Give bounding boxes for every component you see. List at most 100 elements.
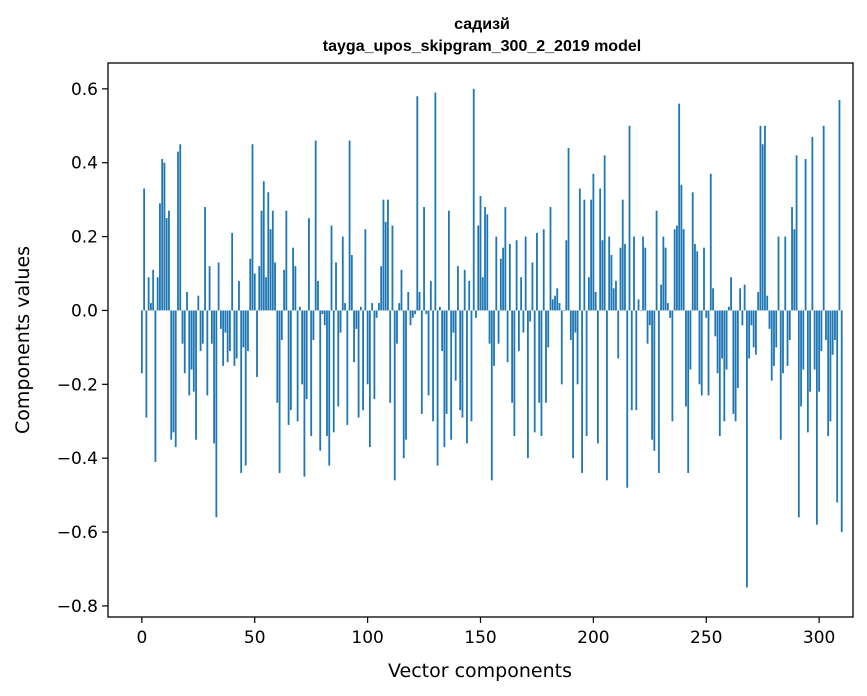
y-tick-label: 0.4 — [71, 154, 98, 174]
bar-249 — [703, 247, 705, 311]
bar-58 — [271, 210, 274, 311]
bar-302 — [822, 125, 825, 311]
bar-198 — [587, 277, 590, 311]
y-axis: −0.8 −0.6 −0.4 −0.2 0.0 0.2 0.4 0.6 — [57, 80, 108, 617]
bars-group — [140, 88, 843, 588]
bar-216 — [628, 125, 631, 311]
bar-305 — [829, 310, 832, 422]
bar-263 — [734, 310, 737, 422]
bar-45 — [242, 310, 245, 348]
bar-230 — [660, 284, 663, 311]
bar-144 — [466, 310, 468, 444]
bar-68 — [294, 266, 297, 311]
bar-271 — [752, 310, 755, 348]
bar-179 — [545, 310, 547, 403]
bar-241 — [685, 310, 687, 407]
y-tick-label: −0.6 — [57, 523, 98, 543]
bar-73 — [305, 310, 308, 400]
bar-29 — [206, 310, 209, 396]
bar-22 — [190, 310, 193, 370]
bar-6 — [154, 310, 157, 462]
bar-96 — [357, 310, 360, 418]
bar-201 — [594, 291, 597, 311]
bar-49 — [251, 144, 254, 311]
x-tick-label: 0 — [136, 628, 147, 648]
x-tick-label: 100 — [351, 628, 383, 648]
bar-175 — [536, 232, 538, 311]
bar-294 — [804, 159, 807, 311]
chart-subtitle: tayga_upos_skipgram_300_2_2019 model — [323, 38, 641, 55]
bar-223 — [644, 247, 647, 311]
bar-298 — [813, 310, 816, 370]
bar-80 — [321, 310, 324, 315]
bar-69 — [296, 310, 299, 422]
bar-191 — [572, 310, 574, 459]
bar-16 — [177, 151, 179, 311]
bar-109 — [387, 199, 389, 311]
bar-99 — [364, 229, 367, 311]
bar-77 — [314, 140, 317, 311]
bar-127 — [427, 310, 430, 396]
bar-253 — [712, 288, 714, 311]
bar-88 — [339, 310, 342, 333]
y-tick-label: 0.0 — [71, 301, 98, 321]
bar-43 — [238, 280, 240, 311]
bar-32 — [213, 310, 216, 444]
bar-93 — [350, 255, 353, 311]
bar-300 — [818, 310, 821, 392]
bar-280 — [773, 310, 775, 366]
bar-282 — [777, 236, 780, 311]
bar-211 — [617, 310, 620, 359]
x-tick-label: 250 — [690, 628, 722, 648]
bar-23 — [192, 310, 195, 392]
bar-51 — [256, 310, 258, 377]
bar-188 — [565, 240, 568, 311]
bar-186 — [560, 310, 563, 385]
bar-239 — [680, 184, 683, 311]
bar-14 — [172, 310, 175, 433]
bar-163 — [508, 243, 511, 311]
bar-174 — [533, 310, 536, 433]
bar-203 — [599, 188, 602, 311]
bar-219 — [635, 310, 638, 411]
bar-289 — [793, 229, 796, 311]
bar-82 — [326, 310, 328, 437]
bar-162 — [506, 310, 509, 363]
bar-221 — [639, 310, 642, 312]
bar-31 — [210, 310, 213, 344]
bar-132 — [438, 306, 441, 311]
bar-8 — [159, 203, 161, 311]
x-axis: 0 50 100 150 200 250 300 — [136, 617, 835, 648]
bar-63 — [283, 269, 285, 311]
x-tick-label: 150 — [464, 628, 496, 648]
bar-152 — [484, 207, 486, 311]
bar-277 — [766, 295, 769, 311]
bar-9 — [161, 159, 164, 311]
bar-229 — [657, 310, 660, 473]
bar-285 — [784, 236, 787, 311]
bar-42 — [235, 310, 238, 359]
bar-143 — [463, 269, 466, 311]
bar-136 — [447, 210, 450, 311]
bar-227 — [653, 310, 656, 451]
bar-53 — [260, 210, 263, 311]
bar-246 — [696, 251, 699, 311]
bar-4 — [149, 303, 152, 311]
bar-167 — [517, 310, 520, 352]
bar-303 — [825, 310, 827, 340]
bar-26 — [199, 310, 202, 352]
bar-129 — [432, 310, 434, 422]
bar-84 — [330, 225, 333, 311]
bar-164 — [511, 310, 514, 403]
bar-46 — [244, 310, 247, 466]
bar-189 — [567, 147, 570, 311]
bar-182 — [551, 299, 554, 311]
bar-287 — [788, 310, 791, 340]
bar-293 — [802, 310, 805, 370]
bar-130 — [434, 92, 437, 311]
bar-299 — [815, 310, 818, 525]
bar-209 — [612, 288, 615, 311]
bar-156 — [493, 310, 495, 366]
y-tick-label: −0.8 — [57, 597, 98, 617]
